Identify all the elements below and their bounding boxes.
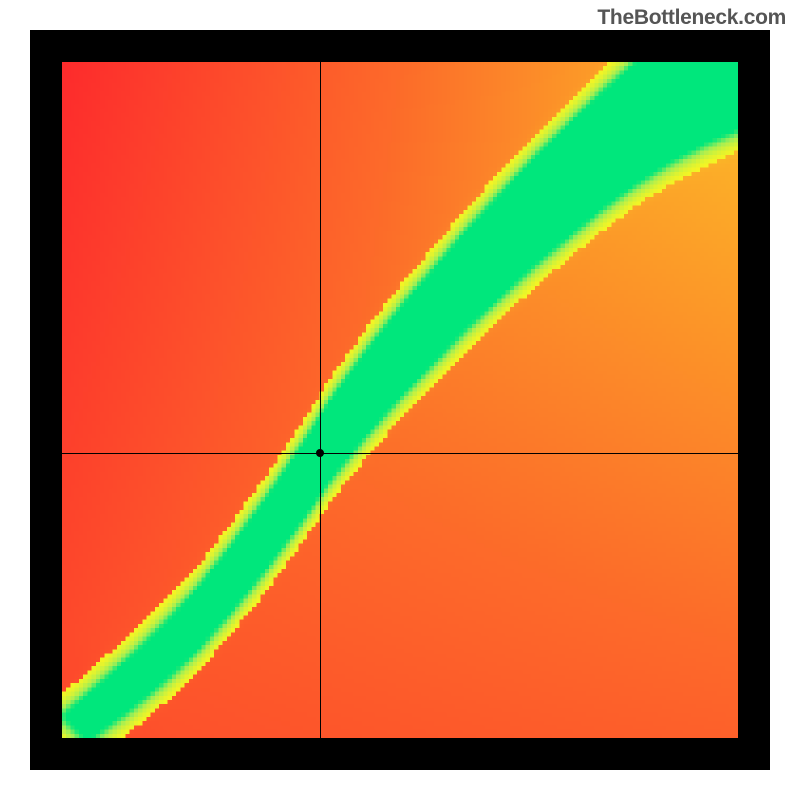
- chart-container: TheBottleneck.com: [0, 0, 800, 800]
- watermark-text: TheBottleneck.com: [597, 6, 786, 30]
- crosshair-dot: [316, 449, 324, 457]
- crosshair-vertical: [320, 62, 321, 738]
- plot-area: [30, 30, 770, 770]
- crosshair-horizontal: [62, 453, 738, 454]
- heatmap-canvas: [62, 62, 738, 738]
